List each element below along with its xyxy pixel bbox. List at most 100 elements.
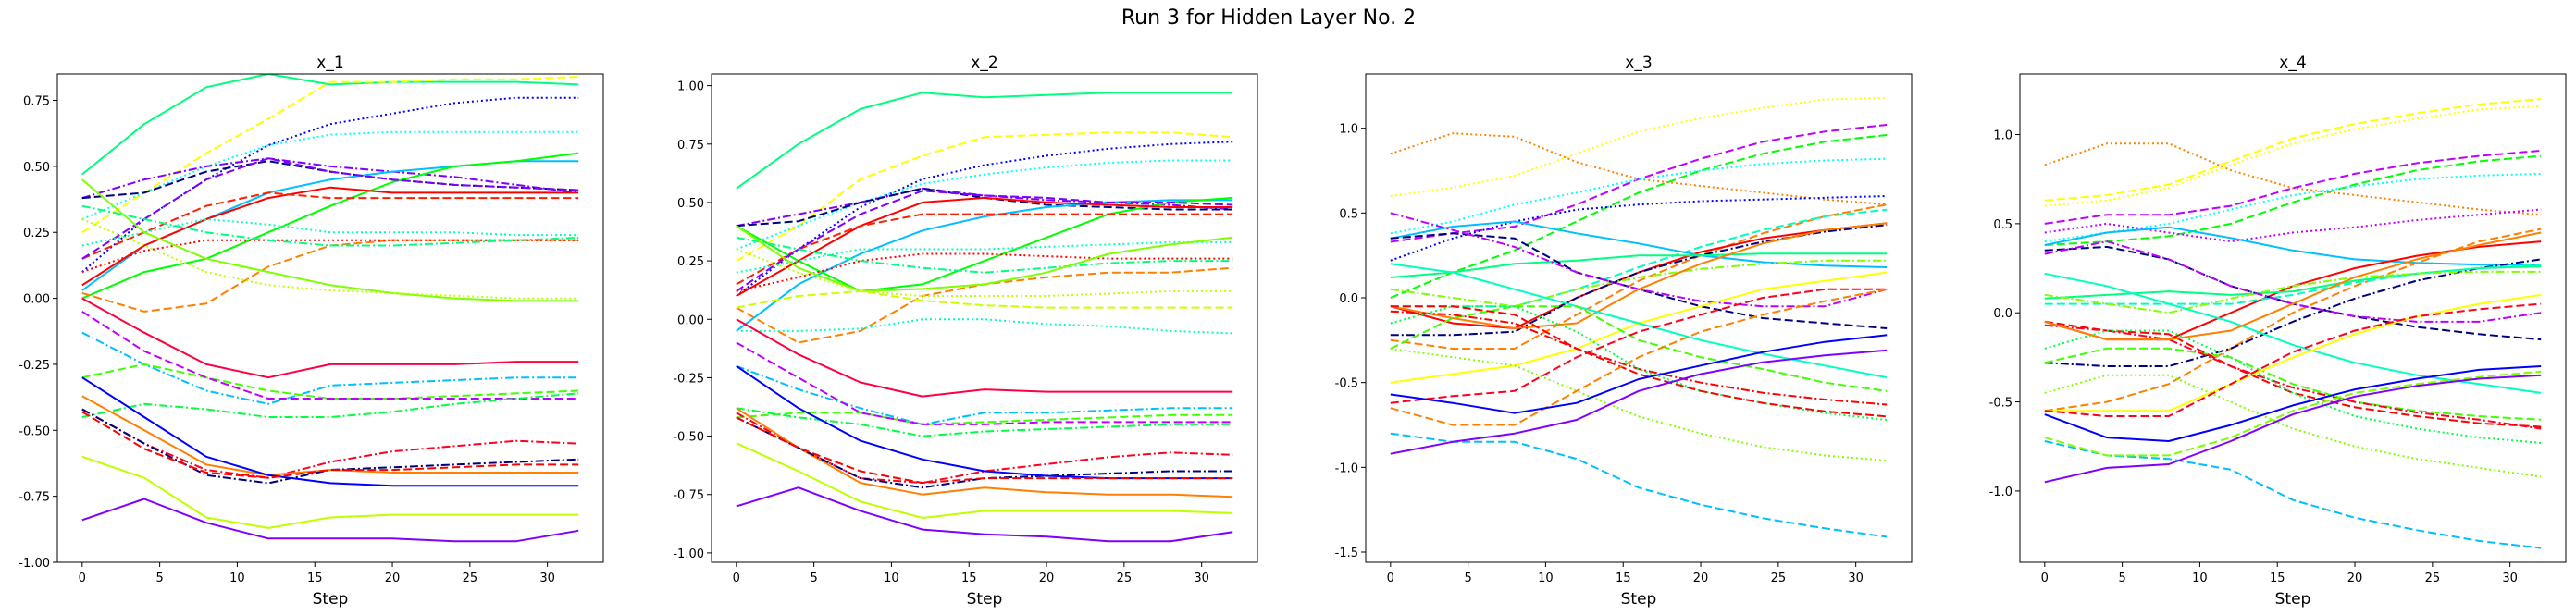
y-tick-label: 0.00 xyxy=(677,314,704,327)
series-line xyxy=(2044,264,2542,305)
subplot-x_3: 0 5 10 15 20 25 30 -1.5 -1.0 -0.5 0.0 0.5 1.0 x_3 Step xyxy=(1335,54,1913,609)
series-line xyxy=(81,392,579,418)
subplot-x_2: 0 5 10 15 20 25 30 -1.00 -0.75 -0.50 -0.25 0.00 0.25… xyxy=(673,54,1258,609)
series-line xyxy=(736,412,1233,485)
series-line xyxy=(1390,305,1888,392)
y-tick-label: -0.50 xyxy=(673,431,704,445)
x-tick-label: 20 xyxy=(1039,572,1055,585)
x-tick-label: 15 xyxy=(961,572,977,585)
subplot-title: x_3 xyxy=(1625,54,1652,72)
axes-frame xyxy=(711,73,1258,563)
y-tick-label: -0.75 xyxy=(673,489,704,503)
series-line xyxy=(2044,231,2542,341)
figure-title: Run 3 for Hidden Layer No. 2 xyxy=(1121,6,1416,30)
series-line xyxy=(736,289,1233,309)
series-line xyxy=(81,157,579,260)
series-line xyxy=(736,412,1233,425)
series-line xyxy=(2044,370,2542,457)
series-line xyxy=(81,157,579,200)
series-line xyxy=(81,96,579,273)
series-line xyxy=(1390,220,1888,268)
series-line xyxy=(736,213,1233,286)
x-tick-label: 30 xyxy=(539,572,555,585)
x-tick-label: 0 xyxy=(2041,572,2049,585)
series-line xyxy=(81,498,579,543)
y-tick-label: -0.50 xyxy=(19,424,50,438)
series-line xyxy=(736,236,1233,274)
series-line xyxy=(1390,134,1888,299)
series-line xyxy=(736,341,1233,425)
series-line xyxy=(2044,440,2542,549)
series-line xyxy=(2044,172,2542,243)
series-line xyxy=(1390,203,1888,350)
x-tick-label: 30 xyxy=(1848,572,1864,585)
subplot-title: x_4 xyxy=(2279,54,2306,72)
x-axis-label: Step xyxy=(1621,590,1657,609)
series-line xyxy=(81,408,579,479)
series-line xyxy=(1390,263,1888,379)
series-line xyxy=(736,442,1233,519)
series-line xyxy=(1390,157,1888,235)
series-line xyxy=(736,225,1233,292)
x-tick-label: 15 xyxy=(307,572,323,585)
series-line xyxy=(736,141,1233,297)
x-tick-label: 20 xyxy=(1693,572,1709,585)
y-tick-label: -0.5 xyxy=(1989,397,2012,411)
series-line xyxy=(81,455,579,529)
series-line xyxy=(736,407,1233,498)
series-line xyxy=(81,218,579,300)
y-tick-label: 1.0 xyxy=(1339,123,1358,137)
series-line xyxy=(81,395,579,476)
series-line xyxy=(2044,365,2542,442)
series-line xyxy=(2044,293,2542,412)
subplots: 0 5 10 15 20 25 30-1.00-0.75-0.50-0.250.000.25… xyxy=(19,54,2567,609)
series-line xyxy=(1390,195,1888,262)
y-tick-label: -1.00 xyxy=(19,557,50,571)
y-tick-label: 0.75 xyxy=(23,95,50,109)
x-tick-label: 5 xyxy=(1464,572,1471,585)
series-line xyxy=(2044,374,2542,484)
series-line xyxy=(2044,208,2542,243)
x-tick-label: 0 xyxy=(79,572,86,585)
x-axis-label: Step xyxy=(2275,590,2311,609)
x-tick-label: 15 xyxy=(2270,572,2285,585)
series-line xyxy=(2044,105,2542,207)
x-tick-label: 10 xyxy=(2192,572,2208,585)
series-line xyxy=(736,196,1233,297)
axes-frame xyxy=(1365,73,1913,563)
x-tick-label: 10 xyxy=(884,572,899,585)
x-axis-label: Step xyxy=(313,590,349,609)
y-tick-label: 0.0 xyxy=(1339,292,1358,306)
series-line xyxy=(736,199,1233,332)
series-line xyxy=(81,297,579,379)
series-line xyxy=(2044,98,2542,202)
series-line xyxy=(736,92,1233,190)
series-line xyxy=(81,408,579,485)
y-tick-label: -1.0 xyxy=(1989,486,2012,499)
series-line xyxy=(1390,432,1888,538)
series-line xyxy=(1390,124,1888,243)
y-tick-label: 0.50 xyxy=(23,161,50,175)
y-tick-label: 0.25 xyxy=(677,255,704,269)
y-tick-label: -0.25 xyxy=(673,372,704,386)
series-line xyxy=(736,187,1233,228)
x-tick-label: 25 xyxy=(463,572,478,585)
series-line xyxy=(81,239,579,313)
series-line xyxy=(2044,258,2542,367)
series-line xyxy=(81,218,579,247)
x-tick-label: 25 xyxy=(2425,572,2441,585)
series-line xyxy=(2044,226,2542,266)
x-tick-label: 5 xyxy=(155,572,163,585)
series-group xyxy=(81,74,579,543)
series-group xyxy=(736,92,1233,543)
x-tick-label: 30 xyxy=(1194,572,1209,585)
series-line xyxy=(736,416,1233,485)
y-tick-label: 0.25 xyxy=(23,227,50,240)
series-line xyxy=(81,311,579,400)
series-line xyxy=(81,160,579,200)
y-tick-label: 0.5 xyxy=(1993,218,2012,232)
series-line xyxy=(2044,302,2542,417)
x-axis-label: Step xyxy=(967,590,1003,609)
